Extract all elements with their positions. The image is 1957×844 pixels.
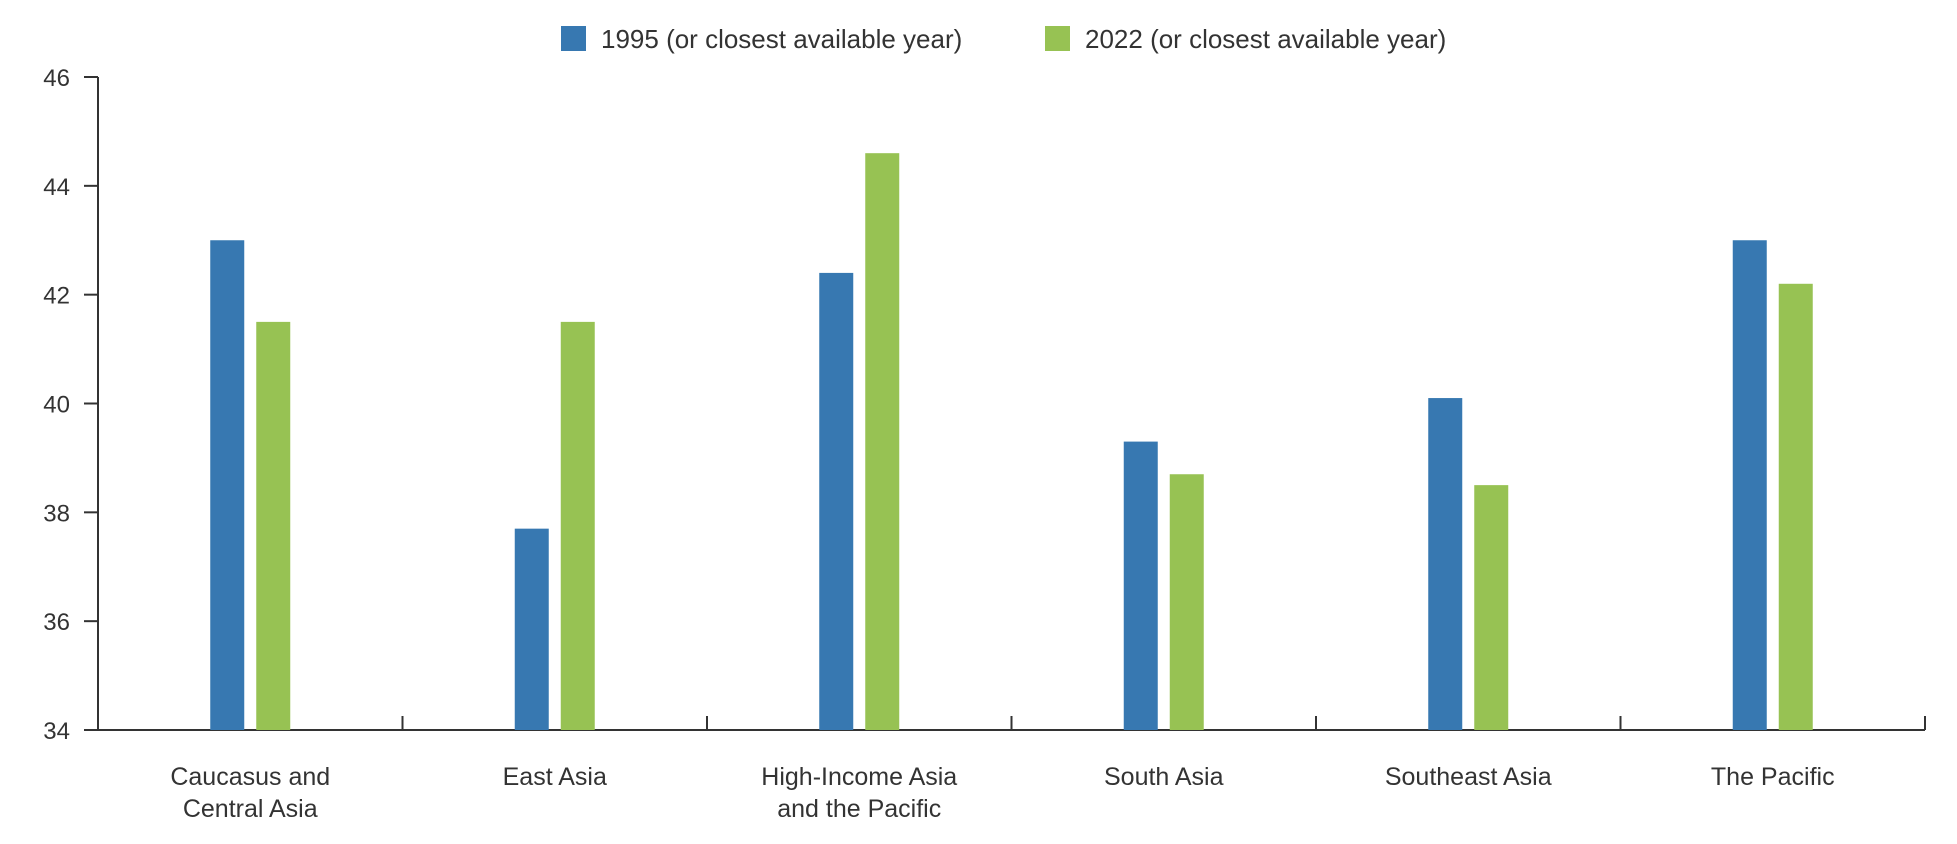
y-tick-label: 40 xyxy=(43,392,70,419)
x-category-label-line: High-Income Asia xyxy=(761,763,957,791)
bar-series-2022 xyxy=(1778,283,1813,730)
x-category-label-line: Caucasus and xyxy=(170,763,330,791)
bar-series-2022 xyxy=(256,321,291,730)
y-tick-label: 36 xyxy=(43,609,70,636)
x-category-label: Caucasus and Central Asia xyxy=(170,763,330,823)
legend-swatch xyxy=(1045,26,1070,51)
legend-swatch xyxy=(561,26,586,51)
x-category-label: Southeast Asia xyxy=(1385,763,1552,791)
x-axis: Caucasus and Central Asia East Asia High-In… xyxy=(97,716,1926,823)
y-tick-label: 34 xyxy=(43,718,70,745)
bar-series-2022 xyxy=(560,321,595,730)
bar-series-1995 xyxy=(1428,398,1463,730)
y-tick-label: 46 xyxy=(43,65,70,92)
x-category-label-line: South Asia xyxy=(1104,763,1224,791)
x-category-label-line: East Asia xyxy=(503,763,607,791)
bar-series-2022 xyxy=(1169,474,1204,730)
bar-series-1995 xyxy=(1732,240,1767,730)
bar-series-1995 xyxy=(210,240,245,730)
bars xyxy=(210,153,1813,730)
legend-label: 1995 (or closest available year) xyxy=(601,24,962,54)
x-category-label: South Asia xyxy=(1104,763,1224,791)
legend-label: 2022 (or closest available year) xyxy=(1085,24,1446,54)
x-category-label: East Asia xyxy=(503,763,607,791)
x-category-label-line: Southeast Asia xyxy=(1385,763,1552,791)
bar-series-1995 xyxy=(514,528,549,730)
bar-series-1995 xyxy=(819,272,854,730)
x-category-label: High-Income Asia and the Pacific xyxy=(761,763,957,823)
bar-series-2022 xyxy=(1474,485,1509,730)
x-category-label: The Pacific xyxy=(1711,763,1835,791)
legend: 1995 (or closest available year) 2022 (or… xyxy=(561,24,1446,54)
bar-series-2022 xyxy=(865,153,900,730)
y-tick-label: 44 xyxy=(43,174,70,201)
y-tick-label: 38 xyxy=(43,500,70,527)
x-category-label-line: Central Asia xyxy=(183,795,318,823)
y-axis: 34 36 38 40 42 44 46 xyxy=(43,65,99,745)
x-category-label-line: and the Pacific xyxy=(777,795,941,823)
bar-series-1995 xyxy=(1123,441,1158,730)
x-category-label-line: The Pacific xyxy=(1711,763,1835,791)
y-tick-label: 42 xyxy=(43,283,70,310)
